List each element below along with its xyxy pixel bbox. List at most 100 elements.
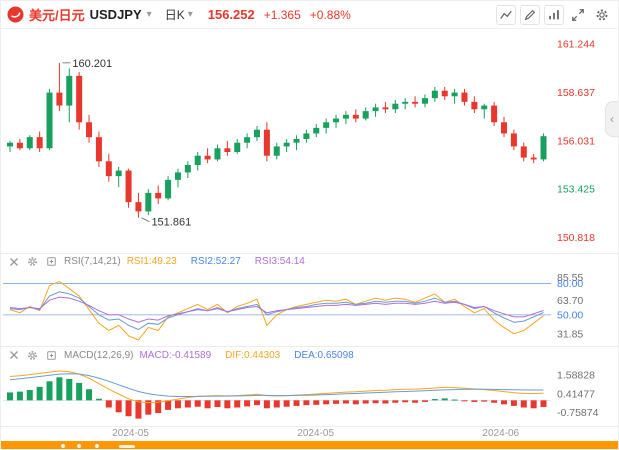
rsi-line-RSI2 — [9, 291, 544, 331]
top-toolbar: 美元/日元 USDJPY ▾ 日K ▾ 156.252 +1.365 +0.88… — [1, 1, 618, 29]
candle — [451, 92, 458, 97]
candle — [530, 157, 537, 160]
draw-tool-icon[interactable] — [520, 4, 540, 25]
candle — [283, 142, 290, 147]
candle — [520, 146, 527, 158]
macd-readouts: MACD:-0.41589 DIF:0.44303 DEA:0.65098 — [139, 350, 367, 361]
x-axis-label: 2024-06 — [482, 428, 520, 439]
time-axis: 2024-05 2024-05 2024-06 — [1, 426, 618, 441]
macd-close-icon[interactable] — [7, 349, 20, 362]
candle — [115, 170, 122, 177]
candle — [76, 75, 83, 123]
rsi-readout: RSI1:49.23 — [126, 256, 177, 267]
candle — [174, 172, 181, 180]
candle — [481, 105, 488, 110]
price-axis-label: 161.244 — [557, 38, 595, 50]
candle — [224, 148, 231, 152]
candle — [135, 202, 142, 212]
candle — [471, 101, 478, 110]
bottom-banner[interactable] — [1, 441, 618, 449]
rsi-readout: RSI3:54.14 — [254, 256, 305, 267]
banner-glyph — [77, 444, 81, 448]
candle — [46, 92, 53, 149]
candle — [362, 111, 369, 119]
macd-readout: MACD:-0.41589 — [139, 349, 212, 361]
x-axis-label: 2024-05 — [297, 428, 335, 439]
toolbar-icon-group — [496, 4, 612, 25]
rsi-axis-label: 80.00 — [557, 278, 583, 290]
collapse-panel-tab[interactable]: ‹ — [605, 101, 618, 137]
banner-glyph — [119, 445, 135, 448]
candle — [194, 155, 201, 165]
candle — [303, 133, 310, 139]
macd-axis-label: 0.41477 — [557, 388, 595, 400]
dea-line — [9, 373, 544, 397]
candle — [382, 107, 389, 110]
candle — [145, 192, 152, 212]
candle — [56, 92, 63, 106]
timeframe-label: 日K — [164, 8, 185, 22]
macd-indicator-chart[interactable]: 1.58828 0.41477 -0.75874 — [1, 363, 619, 426]
price-change-pct: +0.88% — [309, 7, 351, 22]
candle — [293, 139, 300, 143]
banner-glyph — [95, 444, 99, 448]
price-axis-label: 158.637 — [557, 87, 595, 99]
pair-name-cn: 美元/日元 — [29, 8, 85, 23]
candle — [342, 114, 349, 119]
rsi-panel-header: RSI(7,14,21) RSI1:49.23 RSI2:52.27 RSI3:54… — [1, 253, 618, 269]
app-logo-icon — [7, 6, 24, 23]
pair-dropdown-caret[interactable]: ▾ — [146, 9, 152, 20]
candle — [105, 161, 112, 177]
indicator-icon[interactable] — [544, 4, 564, 25]
candle — [244, 137, 251, 143]
rsi-line-RSI1 — [9, 280, 544, 341]
candle — [501, 122, 507, 134]
macd-settings-icon[interactable] — [26, 349, 39, 362]
settings-icon[interactable] — [592, 4, 612, 25]
candle — [263, 129, 270, 156]
macd-histogram — [7, 377, 547, 419]
candle — [155, 192, 162, 199]
candle — [333, 118, 340, 123]
price-annotation: 160.201 — [72, 58, 112, 70]
candle — [412, 101, 419, 104]
candle — [323, 122, 330, 128]
rsi-close-icon[interactable] — [7, 255, 20, 268]
candle — [540, 136, 547, 160]
candle — [273, 146, 280, 156]
candle — [510, 133, 517, 147]
x-axis-label: 2024-05 — [112, 428, 149, 439]
rsi-axis-label: 50.00 — [557, 309, 583, 321]
candles — [7, 62, 547, 218]
candle — [86, 122, 93, 138]
candle — [95, 137, 102, 162]
rsi-axis-label: 31.85 — [557, 328, 583, 340]
price-axis-label: 150.818 — [557, 232, 595, 244]
chart-type-icon[interactable] — [496, 4, 516, 25]
candle — [26, 137, 33, 149]
main-candlestick-chart[interactable]: 161.244 158.637 156.031 153.425 150.818 160.2… — [1, 29, 619, 253]
candle — [392, 103, 399, 110]
timeframe-select[interactable]: 日K ▾ — [165, 6, 193, 23]
rsi-settings-icon[interactable] — [26, 255, 39, 268]
candle — [313, 127, 320, 134]
rsi-add-window-icon[interactable] — [45, 255, 58, 268]
candle — [402, 101, 409, 104]
macd-panel-header: MACD(12,26,9) MACD:-0.41589 DIF:0.44303 DE… — [1, 346, 618, 363]
rsi-params: RSI(7,14,21) — [64, 256, 121, 267]
rsi-readouts: RSI1:49.23 RSI2:52.27 RSI3:54.14 — [127, 256, 319, 267]
candle — [491, 105, 498, 123]
candle — [125, 170, 132, 203]
macd-add-window-icon[interactable] — [45, 349, 58, 362]
candle — [36, 137, 43, 149]
price-axis-label: 153.425 — [557, 184, 595, 196]
candle — [204, 155, 211, 160]
rsi-line-RSI3 — [9, 296, 544, 323]
candle — [461, 92, 468, 102]
rsi-axis-label: 63.70 — [557, 295, 583, 307]
pair-code: USDJPY — [89, 7, 142, 22]
macd-axis-label: -0.75874 — [557, 407, 599, 419]
fullscreen-icon[interactable] — [568, 4, 588, 25]
